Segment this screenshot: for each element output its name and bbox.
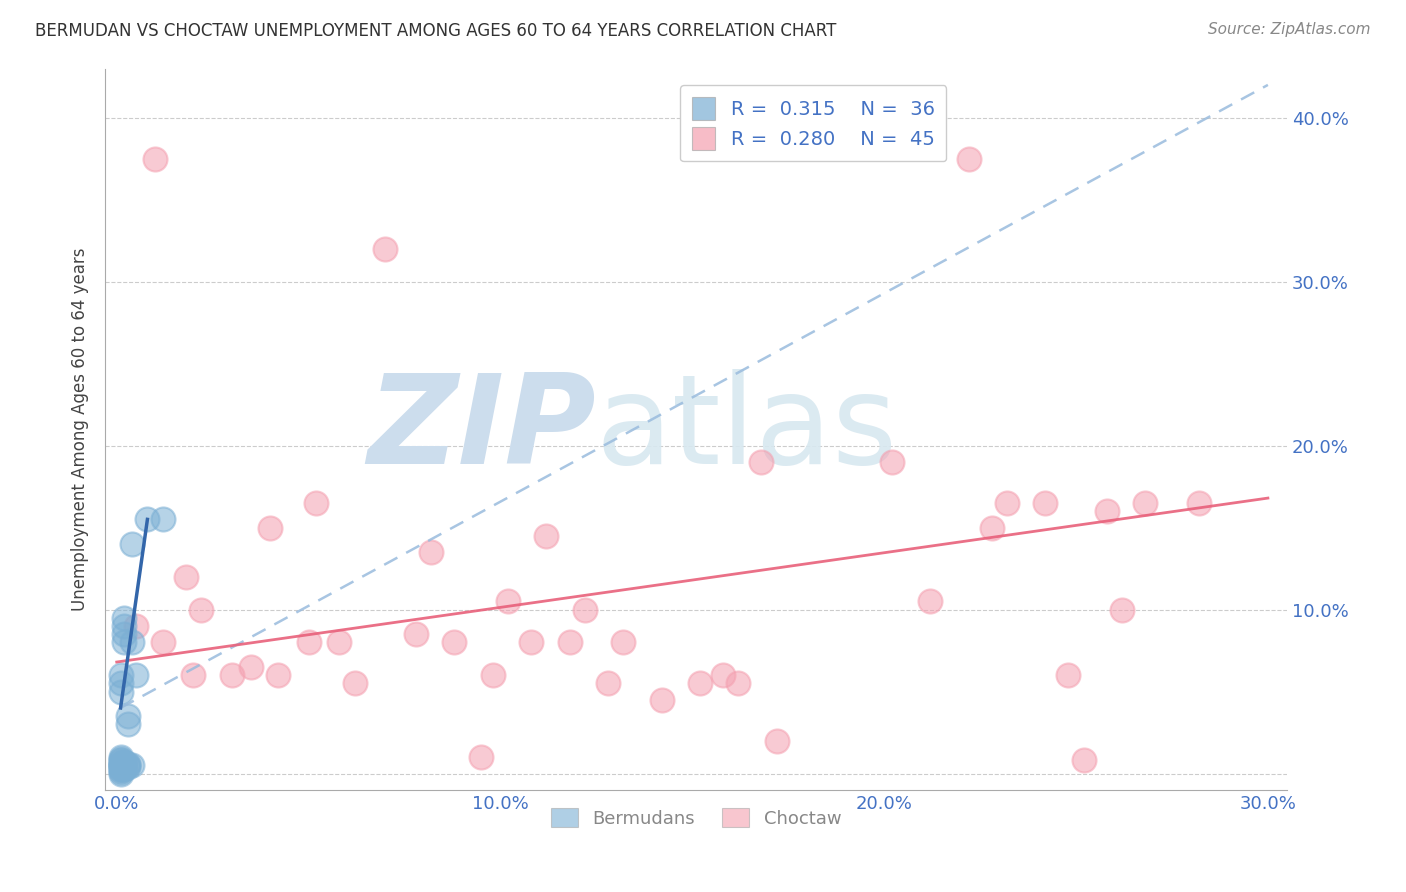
- Point: [110, 668, 132, 682]
- Point: [1111, 602, 1133, 616]
- Point: [125, 668, 148, 682]
- Point: [110, 763, 132, 777]
- Point: [117, 760, 139, 774]
- Point: [574, 602, 596, 616]
- Text: Source: ZipAtlas.com: Source: ZipAtlas.com: [1208, 22, 1371, 37]
- Point: [305, 496, 328, 510]
- Point: [110, 753, 132, 767]
- Point: [117, 709, 139, 723]
- Point: [1033, 496, 1056, 510]
- Point: [297, 635, 319, 649]
- Point: [481, 668, 503, 682]
- Point: [689, 676, 711, 690]
- Point: [112, 635, 135, 649]
- Point: [1133, 496, 1156, 510]
- Point: [112, 762, 135, 776]
- Point: [596, 676, 619, 690]
- Point: [110, 676, 132, 690]
- Point: [190, 602, 212, 616]
- Text: ZIP: ZIP: [367, 368, 596, 490]
- Point: [980, 520, 1002, 534]
- Point: [152, 635, 174, 649]
- Point: [496, 594, 519, 608]
- Point: [110, 758, 132, 772]
- Point: [121, 635, 143, 649]
- Point: [110, 750, 132, 764]
- Point: [470, 750, 492, 764]
- Point: [1095, 504, 1118, 518]
- Point: [183, 668, 205, 682]
- Legend: Bermudans, Choctaw: Bermudans, Choctaw: [544, 801, 849, 835]
- Point: [117, 758, 139, 772]
- Point: [112, 758, 135, 772]
- Point: [110, 766, 132, 780]
- Point: [110, 758, 132, 772]
- Point: [112, 619, 135, 633]
- Point: [443, 635, 465, 649]
- Point: [112, 611, 135, 625]
- Point: [328, 635, 350, 649]
- Point: [112, 755, 135, 769]
- Point: [765, 733, 787, 747]
- Point: [110, 752, 132, 766]
- Point: [995, 496, 1018, 510]
- Point: [112, 756, 135, 771]
- Point: [558, 635, 581, 649]
- Point: [174, 570, 197, 584]
- Point: [343, 676, 366, 690]
- Point: [110, 764, 132, 779]
- Text: BERMUDAN VS CHOCTAW UNEMPLOYMENT AMONG AGES 60 TO 64 YEARS CORRELATION CHART: BERMUDAN VS CHOCTAW UNEMPLOYMENT AMONG A…: [35, 22, 837, 40]
- Point: [121, 537, 143, 551]
- Point: [751, 455, 773, 469]
- Point: [374, 242, 396, 256]
- Point: [112, 760, 135, 774]
- Point: [240, 660, 263, 674]
- Point: [520, 635, 543, 649]
- Point: [125, 619, 148, 633]
- Point: [612, 635, 634, 649]
- Point: [880, 455, 903, 469]
- Point: [651, 692, 673, 706]
- Point: [110, 760, 132, 774]
- Point: [121, 758, 143, 772]
- Point: [117, 717, 139, 731]
- Point: [420, 545, 443, 559]
- Point: [143, 152, 166, 166]
- Point: [221, 668, 243, 682]
- Y-axis label: Unemployment Among Ages 60 to 64 years: Unemployment Among Ages 60 to 64 years: [72, 247, 89, 611]
- Point: [110, 758, 132, 772]
- Point: [267, 668, 290, 682]
- Point: [957, 152, 980, 166]
- Point: [110, 755, 132, 769]
- Point: [112, 627, 135, 641]
- Point: [536, 529, 558, 543]
- Point: [1188, 496, 1211, 510]
- Point: [152, 512, 174, 526]
- Text: atlas: atlas: [596, 368, 898, 490]
- Point: [1073, 753, 1095, 767]
- Point: [110, 684, 132, 698]
- Point: [727, 676, 749, 690]
- Point: [110, 756, 132, 771]
- Point: [711, 668, 734, 682]
- Point: [259, 520, 281, 534]
- Point: [405, 627, 427, 641]
- Point: [110, 762, 132, 776]
- Point: [136, 512, 159, 526]
- Point: [117, 756, 139, 771]
- Point: [1057, 668, 1080, 682]
- Point: [920, 594, 942, 608]
